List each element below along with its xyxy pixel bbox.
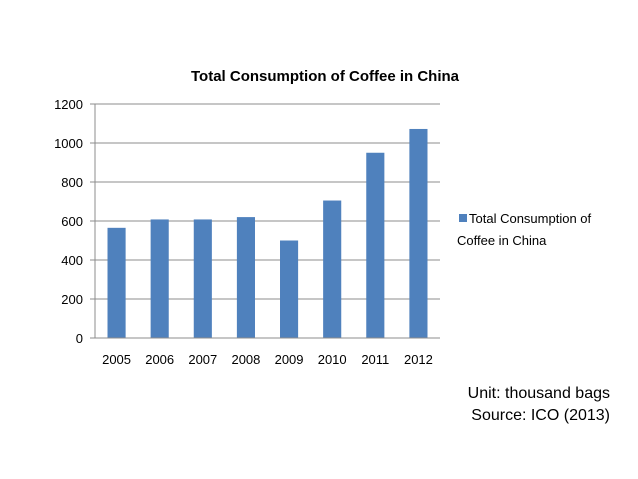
axes <box>90 103 440 339</box>
bars <box>107 128 428 338</box>
y-tick-label: 800 <box>61 175 83 190</box>
y-tick-label: 400 <box>61 253 83 268</box>
y-tick-label: 200 <box>61 292 83 307</box>
bar-2012 <box>409 128 428 338</box>
x-tick-label: 2011 <box>361 352 389 367</box>
bar-2009 <box>280 240 299 338</box>
chart-title: Total Consumption of Coffee in China <box>191 68 460 85</box>
x-tick-label: 2006 <box>145 352 174 367</box>
y-tick-label: 600 <box>61 214 83 229</box>
x-tick-label: 2012 <box>404 352 433 367</box>
bar-2008 <box>236 217 255 338</box>
legend: Total Consumption of Coffee in China <box>457 211 592 248</box>
legend-label-line-2: Coffee in China <box>457 233 547 248</box>
unit-note: Unit: thousand bags <box>467 385 610 402</box>
y-tick-label: 1200 <box>54 97 83 112</box>
y-tick-label: 1000 <box>54 136 83 151</box>
bar-2010 <box>323 200 342 338</box>
x-tick-label: 2007 <box>188 352 217 367</box>
y-tick-label: 0 <box>76 331 83 346</box>
bar-2006 <box>150 219 169 338</box>
source-note: Source: ICO (2013) <box>471 407 610 424</box>
x-tick-label: 2009 <box>275 352 304 367</box>
legend-swatch <box>459 214 467 222</box>
bar-2011 <box>366 152 385 338</box>
chart-notes: Unit: thousand bags Source: ICO (2013) <box>468 383 610 427</box>
x-axis-tick-labels: 2005 2006 2007 2008 2009 2010 2011 2012 <box>102 352 433 367</box>
x-tick-label: 2010 <box>318 352 347 367</box>
x-tick-label: 2005 <box>102 352 131 367</box>
bar-2007 <box>193 219 212 338</box>
bar-2005 <box>107 227 126 338</box>
y-axis-tick-labels: 0 200 400 600 800 1000 1200 <box>54 97 83 346</box>
x-tick-label: 2008 <box>231 352 260 367</box>
legend-label-line-1: Total Consumption of <box>469 211 592 226</box>
gridlines <box>95 103 440 300</box>
